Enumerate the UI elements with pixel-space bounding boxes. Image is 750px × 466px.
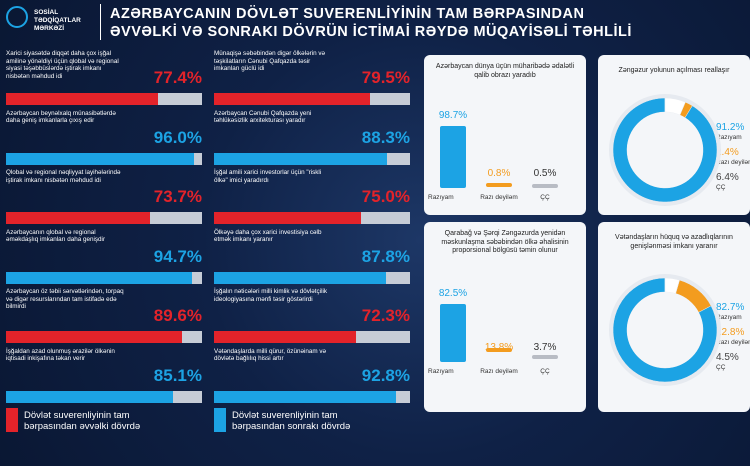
value-label: 4.5% [716, 352, 739, 363]
category-label: Razı deyiləm [716, 339, 750, 346]
value-label: 82.7% [716, 302, 745, 313]
bar [214, 331, 356, 343]
statement: Ölkəyə daha çox xarici investisiya cəlb … [214, 228, 322, 244]
bar [532, 355, 558, 360]
legend-swatch [6, 408, 18, 432]
value-label: 72.3% [361, 306, 410, 325]
value-label: 75.0% [361, 187, 410, 206]
value-label: 89.6% [153, 306, 202, 325]
category-label: Razıyam [428, 194, 454, 201]
title: AZƏRBAYCANIN DÖVLƏT SUVERENLİYİNİN TAM B… [110, 6, 585, 22]
statement: Azərbaycanın qlobal və regional əməkdaşl… [6, 228, 106, 244]
org-name: SOSİAL TƏDQİQATLAR MƏRKƏZİ [34, 9, 81, 32]
donut-hole [627, 112, 703, 188]
value-label: 85.1% [153, 365, 202, 385]
value-label: 88.3% [361, 127, 410, 147]
donut-hole [627, 292, 703, 368]
legend-swatch [214, 408, 226, 432]
logo [6, 6, 28, 28]
category-label: ÇÇ [716, 184, 726, 191]
bar [6, 93, 158, 105]
value-label: 87.8% [361, 246, 410, 266]
value-label: 73.7% [153, 187, 202, 206]
statement: Vətəndaşlarda milli qürur, özünəinam və … [214, 347, 327, 363]
value-label: 3.7% [533, 342, 557, 353]
category-label: Razı deyiləm [480, 368, 518, 375]
value-label: 92.8% [361, 365, 410, 385]
value-label: 82.5% [438, 288, 468, 300]
legend-label: Dövlət suverenliyinin tam bərpasından so… [232, 410, 351, 432]
value-label: 2.4% [716, 147, 739, 158]
value-label: 98.7% [438, 109, 468, 121]
value-label: 0.8% [487, 168, 511, 179]
statement: Azərbaycan Cənubi Qafqazda yeni təhlükəs… [214, 109, 312, 125]
bar [6, 152, 195, 165]
statement: Xarici siyasətdə diqqət daha çox işğal a… [6, 50, 119, 80]
value-label: 96.0% [153, 127, 202, 147]
category-label: ÇÇ [540, 368, 550, 375]
bar [486, 348, 512, 353]
bar [6, 212, 151, 224]
statement: İşğaldan azad olunmuş ərazilər ölkənin i… [6, 347, 115, 363]
value-label: 79.5% [361, 68, 410, 87]
statement: Qlobal və regional nəqliyyat layihələrin… [6, 169, 121, 184]
card-title: Qarabağ və Şərqi Zəngəzurda yenidən məsk… [441, 230, 569, 254]
statement: Azərbaycan öz təbii sərvətlərindən, torp… [6, 288, 124, 311]
bar [532, 183, 558, 188]
legend-label: Dövlət suverenliyinin tam bərpasından əv… [24, 410, 141, 432]
bar [214, 390, 396, 403]
bar [214, 212, 361, 224]
statement: İşğalın nəticələri milli kimlik və dövlə… [214, 288, 328, 303]
category-label: Razıyam [716, 134, 742, 141]
category-label: ÇÇ [540, 194, 550, 201]
value-label: 94.7% [153, 246, 202, 266]
bar [6, 331, 182, 343]
bar [440, 125, 466, 188]
statement: Münaqişə səbəbindən digər ölkələrin və t… [214, 50, 325, 73]
category-label: ÇÇ [716, 364, 726, 371]
value-label: 77.4% [153, 68, 202, 87]
card-title: Azərbaycan dünya üçün müharibədə ədalətl… [435, 63, 575, 79]
value-label: 6.4% [716, 172, 739, 183]
divider [100, 4, 101, 40]
bar [440, 304, 466, 362]
bar [6, 271, 192, 284]
statement: İşğal amili xarici investorlar üçün "ris… [214, 169, 322, 184]
title: ƏVVƏLKİ VƏ SONRAKI DÖVRÜN İCTİMAİ RƏYDƏ … [110, 24, 632, 40]
bar [214, 152, 388, 165]
value-label: 13.8% [484, 342, 514, 353]
value-label: 91.2% [716, 122, 745, 133]
bar [214, 93, 370, 105]
bar [214, 271, 387, 284]
category-label: Razıyam [716, 314, 742, 321]
bar [486, 183, 512, 188]
category-label: Razı deyiləm [480, 194, 518, 201]
category-label: Razıyam [428, 368, 454, 375]
value-label: 0.5% [533, 168, 557, 179]
category-label: Razı deyiləm [716, 159, 750, 166]
bar [6, 390, 173, 403]
card-title: Vətəndaşların hüquq və azadlıqlarının ge… [615, 234, 733, 250]
statement: Azərbaycan beynəlxalq münasibətlərdə dah… [6, 109, 116, 125]
value-label: 12.8% [716, 327, 745, 338]
card-title: Zəngəzur yolunun açılması reallaşır [618, 67, 730, 74]
